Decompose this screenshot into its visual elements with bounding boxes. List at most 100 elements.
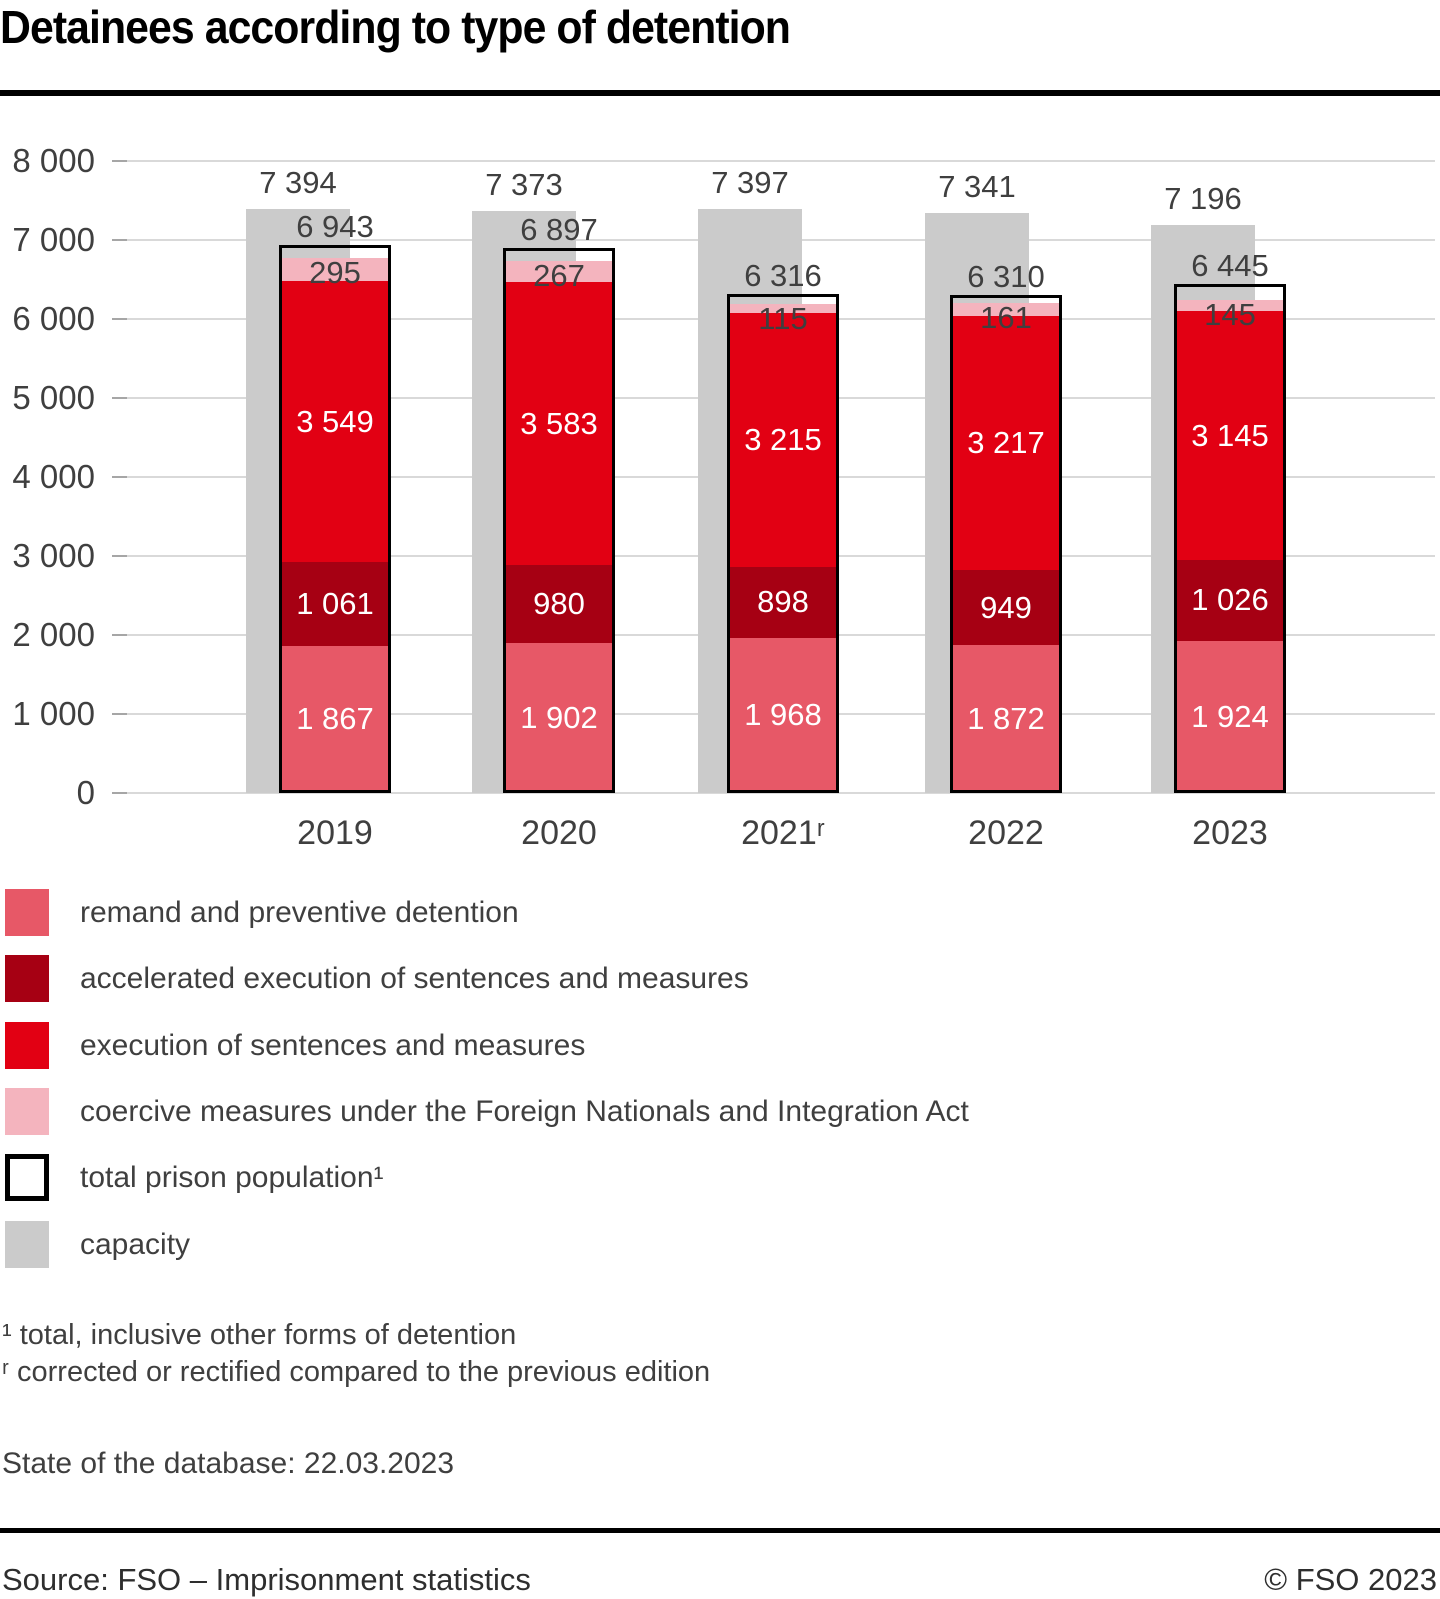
legend-item: remand and preventive detention — [0, 889, 1440, 937]
y-axis-tick — [112, 476, 127, 478]
title-rule — [0, 90, 1440, 96]
capacity-value-label: 7 394 — [259, 165, 337, 200]
segment-remand — [506, 642, 612, 793]
x-axis-label-2023: 2023 — [1192, 814, 1268, 852]
segment-value-label-execution: 3 583 — [520, 405, 598, 441]
segment-value-label-accelerated: 949 — [980, 589, 1032, 625]
capacity-value-label: 7 196 — [1164, 181, 1242, 216]
y-axis-label: 7 000 — [12, 221, 95, 258]
y-gridline — [112, 792, 1435, 794]
segment-coercive — [1177, 300, 1283, 312]
segment-value-label-remand: 1 968 — [744, 697, 822, 733]
total-prison-population-bar — [503, 248, 615, 793]
segment-value-label-execution: 3 215 — [744, 421, 822, 457]
total-value-label: 6 897 — [520, 212, 598, 247]
segment-remand — [730, 637, 836, 793]
segment-value-label-coercive: 161 — [980, 300, 1032, 336]
capacity-value-label: 7 373 — [485, 167, 563, 202]
y-axis-label: 5 000 — [12, 379, 95, 416]
segment-execution — [1177, 311, 1283, 560]
capacity-value-label: 7 397 — [711, 165, 789, 200]
segment-value-label-accelerated: 898 — [757, 584, 809, 620]
y-gridline — [112, 160, 1435, 162]
segment-coercive — [953, 303, 1059, 316]
segment-remand — [282, 645, 388, 793]
legend-swatch — [5, 1221, 49, 1268]
legend-label: execution of sentences and measures — [80, 1029, 586, 1062]
y-axis-tick — [112, 397, 127, 399]
y-axis-tick — [112, 160, 127, 162]
segment-accelerated — [953, 570, 1059, 646]
legend-label: remand and preventive detention — [80, 896, 519, 929]
segment-value-label-accelerated: 1 061 — [296, 585, 374, 621]
y-axis-tick — [112, 713, 127, 715]
footnote-corrected: ʳ corrected or rectified compared to the… — [2, 1356, 711, 1388]
segment-value-label-execution: 3 145 — [1191, 417, 1269, 453]
y-axis-tick — [112, 634, 127, 636]
segment-value-label-accelerated: 980 — [533, 586, 585, 622]
x-axis-label-2020: 2020 — [521, 814, 597, 852]
y-axis-tick — [112, 318, 127, 320]
source-text: Source: FSO – Imprisonment statistics — [2, 1562, 531, 1597]
segment-accelerated — [730, 566, 836, 638]
y-axis-tick — [112, 555, 127, 557]
legend-label: total prison population¹ — [80, 1161, 384, 1194]
segment-value-label-execution: 3 217 — [967, 425, 1045, 461]
total-value-label: 6 310 — [967, 259, 1045, 294]
legend-label: capacity — [80, 1228, 191, 1261]
segment-execution — [282, 281, 388, 562]
database-status-text: State of the database: 22.03.2023 — [2, 1447, 455, 1480]
y-axis-label: 8 000 — [12, 142, 95, 179]
segment-value-label-coercive: 295 — [309, 255, 361, 290]
legend-item: total prison population¹ — [0, 1154, 1440, 1202]
stacked-bar-chart: 0 1 000 2 000 3 000 4 000 5 000 6 000 7 000 8 00… — [12, 142, 1435, 852]
y-axis-label: 3 000 — [12, 537, 95, 574]
total-prison-population-bar — [727, 294, 839, 793]
total-prison-population-bar — [279, 245, 391, 793]
legend-item: coercive measures under the Foreign Nati… — [0, 1088, 1440, 1136]
total-value-label: 6 316 — [744, 258, 822, 293]
segment-coercive — [282, 258, 388, 282]
legend-item: accelerated execution of sentences and m… — [0, 955, 1440, 1003]
segment-remand — [953, 645, 1059, 793]
segment-accelerated — [1177, 559, 1283, 641]
segment-value-label-remand: 1 924 — [1191, 699, 1269, 734]
y-axis-label: 0 — [76, 774, 95, 811]
segment-remand — [1177, 641, 1283, 793]
legend-swatch — [5, 1088, 49, 1135]
segment-accelerated — [506, 565, 612, 643]
segment-coercive — [730, 303, 836, 313]
segment-value-label-remand: 1 902 — [520, 699, 598, 735]
total-value-label: 6 943 — [296, 209, 374, 244]
legend-item: execution of sentences and measures — [0, 1022, 1440, 1070]
legend-label: coercive measures under the Foreign Nati… — [80, 1095, 969, 1128]
total-value-label: 6 445 — [1191, 248, 1269, 283]
total-prison-population-bar — [1174, 284, 1286, 793]
total-prison-population-bar — [950, 295, 1062, 793]
legend-swatch — [5, 1154, 49, 1201]
x-axis-label-2022: 2022 — [968, 814, 1044, 852]
segment-accelerated — [282, 561, 388, 646]
segment-execution — [506, 282, 612, 566]
legend-swatch — [5, 1022, 49, 1069]
segment-execution — [953, 315, 1059, 571]
footnote-total: ¹ total, inclusive other forms of detent… — [2, 1319, 517, 1351]
segment-coercive — [506, 261, 612, 283]
segment-value-label-coercive: 115 — [758, 300, 808, 336]
segment-value-label-remand: 1 867 — [296, 701, 374, 737]
y-axis-tick — [112, 239, 127, 241]
segment-value-label-coercive: 145 — [1204, 297, 1256, 333]
capacity-value-label: 7 341 — [938, 169, 1016, 204]
x-axis-label-2021: 2021ʳ — [741, 814, 825, 852]
page-title: Detainees according to type of detention — [0, 1, 791, 53]
y-axis-label: 6 000 — [12, 300, 95, 337]
segment-value-label-coercive: 267 — [533, 258, 585, 294]
footer-rule — [0, 1528, 1440, 1533]
segment-value-label-remand: 1 872 — [967, 701, 1045, 737]
y-axis-tick — [112, 792, 127, 794]
segment-value-label-execution: 3 549 — [296, 403, 374, 439]
legend-swatch — [5, 889, 49, 936]
copyright-text: © FSO 2023 — [1264, 1562, 1437, 1597]
legend-swatch — [5, 955, 49, 1002]
segment-value-label-accelerated: 1 026 — [1191, 582, 1269, 618]
